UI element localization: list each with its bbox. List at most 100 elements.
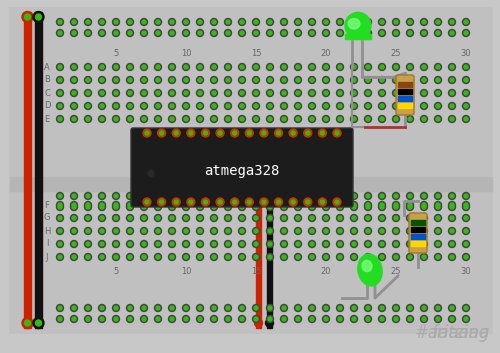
Circle shape <box>170 203 174 207</box>
Circle shape <box>212 306 216 310</box>
Circle shape <box>448 203 456 210</box>
Circle shape <box>84 203 91 210</box>
Circle shape <box>182 227 190 234</box>
Circle shape <box>252 192 260 199</box>
Circle shape <box>380 91 384 95</box>
Circle shape <box>450 65 454 69</box>
Ellipse shape <box>358 254 382 286</box>
Circle shape <box>84 215 91 221</box>
Circle shape <box>420 215 428 221</box>
Circle shape <box>156 91 160 95</box>
Circle shape <box>182 115 190 122</box>
Circle shape <box>378 305 386 311</box>
Circle shape <box>238 202 246 209</box>
Circle shape <box>408 306 412 310</box>
Circle shape <box>420 102 428 109</box>
Circle shape <box>128 194 132 198</box>
Circle shape <box>462 102 469 109</box>
Circle shape <box>364 227 372 234</box>
Circle shape <box>350 305 358 311</box>
Circle shape <box>268 65 272 69</box>
Circle shape <box>268 20 272 24</box>
Circle shape <box>266 192 274 199</box>
Circle shape <box>352 242 356 246</box>
Circle shape <box>462 227 469 234</box>
Circle shape <box>100 255 104 259</box>
Circle shape <box>202 129 209 137</box>
Circle shape <box>240 317 244 321</box>
Circle shape <box>450 242 454 246</box>
Circle shape <box>56 203 64 210</box>
Circle shape <box>240 91 244 95</box>
Text: A: A <box>44 62 50 72</box>
Circle shape <box>226 205 230 209</box>
Circle shape <box>238 192 246 199</box>
Circle shape <box>320 131 324 135</box>
Circle shape <box>260 198 268 206</box>
Text: 25: 25 <box>391 267 401 275</box>
Circle shape <box>450 194 454 198</box>
Circle shape <box>98 192 105 199</box>
Circle shape <box>310 104 314 108</box>
Circle shape <box>170 194 174 198</box>
Circle shape <box>448 18 456 25</box>
Circle shape <box>322 227 330 234</box>
Circle shape <box>380 65 384 69</box>
Circle shape <box>154 115 162 122</box>
Circle shape <box>338 20 342 24</box>
Circle shape <box>294 305 302 311</box>
Circle shape <box>450 20 454 24</box>
Circle shape <box>86 117 90 121</box>
Circle shape <box>238 203 246 210</box>
Circle shape <box>226 194 230 198</box>
Circle shape <box>294 227 302 234</box>
Circle shape <box>364 77 372 84</box>
Circle shape <box>394 194 398 198</box>
Circle shape <box>126 90 134 96</box>
Circle shape <box>84 316 91 323</box>
Circle shape <box>70 215 78 221</box>
Text: atmega328: atmega328 <box>204 164 280 179</box>
Circle shape <box>198 205 202 209</box>
Circle shape <box>198 242 202 246</box>
Circle shape <box>408 216 412 220</box>
Circle shape <box>154 202 162 209</box>
Circle shape <box>336 90 344 96</box>
Circle shape <box>98 203 105 210</box>
Circle shape <box>408 205 412 209</box>
Circle shape <box>434 215 442 221</box>
Text: 15: 15 <box>251 267 261 275</box>
Circle shape <box>392 240 400 247</box>
Circle shape <box>168 18 175 25</box>
Circle shape <box>464 104 468 108</box>
Circle shape <box>182 253 190 261</box>
Circle shape <box>366 117 370 121</box>
Circle shape <box>422 216 426 220</box>
Circle shape <box>170 306 174 310</box>
Circle shape <box>86 78 90 82</box>
Circle shape <box>282 91 286 95</box>
Circle shape <box>448 227 456 234</box>
Text: 5: 5 <box>114 267 118 275</box>
Circle shape <box>100 194 104 198</box>
Circle shape <box>464 216 468 220</box>
Circle shape <box>420 64 428 71</box>
Circle shape <box>224 227 232 234</box>
Circle shape <box>218 200 222 204</box>
Circle shape <box>268 317 272 321</box>
Circle shape <box>210 253 218 261</box>
Circle shape <box>296 242 300 246</box>
Circle shape <box>280 253 287 261</box>
Circle shape <box>100 205 104 209</box>
Circle shape <box>336 215 344 221</box>
Circle shape <box>350 316 358 323</box>
Circle shape <box>252 64 260 71</box>
Circle shape <box>289 129 297 137</box>
Circle shape <box>408 65 412 69</box>
Circle shape <box>364 202 372 209</box>
Circle shape <box>252 18 260 25</box>
Circle shape <box>142 20 146 24</box>
Circle shape <box>406 215 414 221</box>
Circle shape <box>280 240 287 247</box>
Circle shape <box>434 202 442 209</box>
